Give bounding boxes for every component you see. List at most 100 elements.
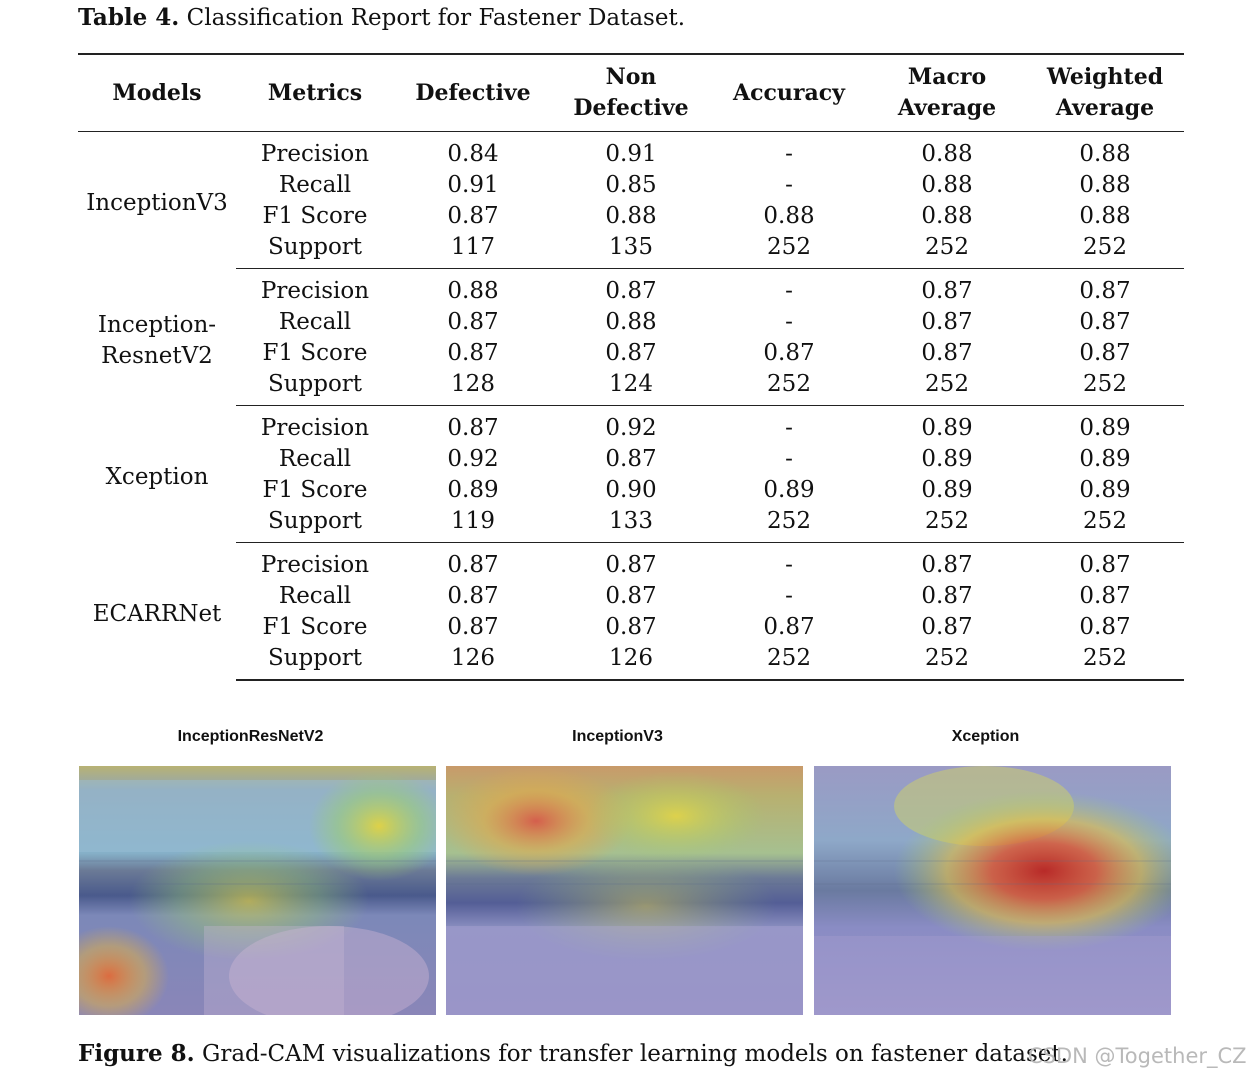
metric-cell: Recall: [278, 446, 352, 472]
metric-cell: F1 Score: [262, 340, 368, 366]
accuracy-cell: 252: [710, 506, 868, 543]
accuracy-cell: -: [785, 552, 793, 578]
table-row: F1 Score 0.87 0.87 0.87 0.87 0.87: [78, 338, 1184, 369]
header-macro-line2: Average: [897, 95, 997, 121]
metric-cell: Recall: [278, 172, 352, 198]
defective-cell: 0.87: [447, 552, 499, 578]
metric-cell: Precision: [260, 278, 370, 304]
accuracy-cell: -: [785, 172, 793, 198]
weighted-cell: 252: [1026, 506, 1184, 543]
macro-cell: 252: [868, 232, 1026, 269]
header-macro-average: Macro Average: [868, 53, 1026, 132]
accuracy-cell: 252: [710, 643, 868, 681]
metric-cell: Support: [236, 643, 394, 681]
defective-cell: 0.87: [447, 340, 499, 366]
macro-cell: 0.89: [921, 446, 973, 472]
non-defective-cell: 0.88: [605, 309, 657, 335]
weighted-cell: 252: [1026, 643, 1184, 681]
weighted-cell: 0.87: [1079, 583, 1131, 609]
header-non-defective-line2: Defective: [573, 95, 689, 121]
table-row: Support 119 133 252 252 252: [78, 506, 1184, 543]
accuracy-cell: -: [785, 309, 793, 335]
non-defective-cell: 135: [552, 232, 710, 269]
weighted-cell: 0.88: [1079, 203, 1131, 229]
defective-cell: 0.87: [447, 203, 499, 229]
metric-cell: Support: [236, 369, 394, 406]
table-row: Recall 0.87 0.87 - 0.87 0.87: [78, 581, 1184, 612]
header-metrics: Metrics: [236, 53, 394, 132]
header-non-defective: Non Defective: [552, 53, 710, 132]
metric-cell: Recall: [278, 309, 352, 335]
watermark: CSDN @Together_CZ: [1028, 1044, 1247, 1068]
defective-cell: 0.92: [447, 446, 499, 472]
panel-title-inceptionv3: InceptionV3: [572, 728, 663, 745]
defective-cell: 0.87: [447, 415, 499, 441]
macro-cell: 0.88: [921, 203, 973, 229]
table-row: Xception Precision 0.87 0.92 - 0.89 0.89: [78, 406, 1184, 490]
metric-cell: F1 Score: [262, 614, 368, 640]
macro-cell: 0.89: [921, 477, 973, 503]
table-row: Support 126 126 252 252 252: [78, 643, 1184, 681]
table-row: F1 Score 0.87 0.87 0.87 0.87 0.87: [78, 612, 1184, 643]
non-defective-cell: 0.91: [605, 141, 657, 167]
weighted-cell: 0.89: [1079, 477, 1131, 503]
model-name-cell: Inception- ResnetV2: [78, 269, 236, 406]
table-row: Recall 0.92 0.87 - 0.89 0.89: [78, 444, 1184, 475]
non-defective-cell: 126: [552, 643, 710, 681]
macro-cell: 0.87: [921, 614, 973, 640]
model-name-line: Xception: [105, 464, 209, 490]
macro-cell: 0.87: [921, 552, 973, 578]
accuracy-cell: 0.87: [763, 614, 815, 640]
defective-cell: 126: [394, 643, 552, 681]
weighted-cell: 0.89: [1079, 446, 1131, 472]
model-group: InceptionV3 Precision 0.84 0.91 - 0.88 0.88 Rec…: [78, 132, 1184, 269]
panel-title-xception: Xception: [951, 728, 1020, 745]
macro-cell: 0.87: [921, 340, 973, 366]
model-name-line: ResnetV2: [101, 342, 213, 369]
model-name-line: InceptionV3: [86, 190, 228, 217]
model-name-cell: Xception: [78, 406, 236, 543]
header-weighted-line1: Weighted: [1046, 64, 1164, 90]
model-group: ECARRNet Precision 0.87 0.87 - 0.87 0.87 Recall…: [78, 543, 1184, 681]
model-name-line: ECARRNet: [92, 601, 222, 628]
model-group: Inception- ResnetV2 Precision 0.88 0.87 - 0.87…: [78, 269, 1184, 406]
accuracy-cell: -: [785, 415, 793, 441]
figure-label: Figure 8.: [78, 1040, 195, 1067]
table-row: Recall 0.87 0.88 - 0.87 0.87: [78, 307, 1184, 338]
accuracy-cell: 252: [710, 232, 868, 269]
table-header-row: Models Metrics Defective Non Defective Ac…: [78, 53, 1184, 132]
defective-cell: 0.91: [447, 172, 499, 198]
header-weighted-line2: Average: [1055, 95, 1155, 121]
metric-cell: Recall: [278, 583, 352, 609]
weighted-cell: 0.89: [1079, 415, 1131, 441]
model-name-cell: InceptionV3: [78, 132, 236, 269]
defective-cell: 0.88: [447, 278, 499, 304]
header-models: Models: [78, 53, 236, 132]
table-row: ECARRNet Precision 0.87 0.87 - 0.87 0.87: [78, 543, 1184, 627]
accuracy-cell: -: [785, 446, 793, 472]
non-defective-cell: 0.87: [605, 583, 657, 609]
non-defective-cell: 0.90: [605, 477, 657, 503]
header-macro-line1: Macro: [907, 64, 987, 90]
header-weighted-average: Weighted Average: [1026, 53, 1184, 132]
table-caption: Table 4. Classification Report for Faste…: [78, 4, 685, 31]
table-row: F1 Score 0.87 0.88 0.88 0.88 0.88: [78, 201, 1184, 232]
weighted-cell: 0.88: [1079, 141, 1131, 167]
gradcam-image-inceptionresnetv2: [79, 766, 436, 1015]
model-name-line: Inception-: [97, 311, 217, 338]
weighted-cell: 0.87: [1079, 552, 1131, 578]
metric-cell: Precision: [260, 552, 370, 578]
defective-cell: 0.87: [447, 583, 499, 609]
weighted-cell: 0.88: [1079, 172, 1131, 198]
accuracy-cell: -: [785, 278, 793, 304]
defective-cell: 117: [394, 232, 552, 269]
defective-cell: 0.84: [447, 141, 499, 167]
table-row: InceptionV3 Precision 0.84 0.91 - 0.88 0.88: [78, 132, 1184, 216]
metric-cell: F1 Score: [262, 203, 368, 229]
non-defective-cell: 0.92: [605, 415, 657, 441]
model-name-cell: ECARRNet: [78, 543, 236, 681]
figure-caption-text: Grad-CAM visualizations for transfer lea…: [201, 1041, 1068, 1067]
metric-cell: Precision: [260, 141, 370, 167]
macro-cell: 0.87: [921, 309, 973, 335]
header-defective: Defective: [394, 53, 552, 132]
